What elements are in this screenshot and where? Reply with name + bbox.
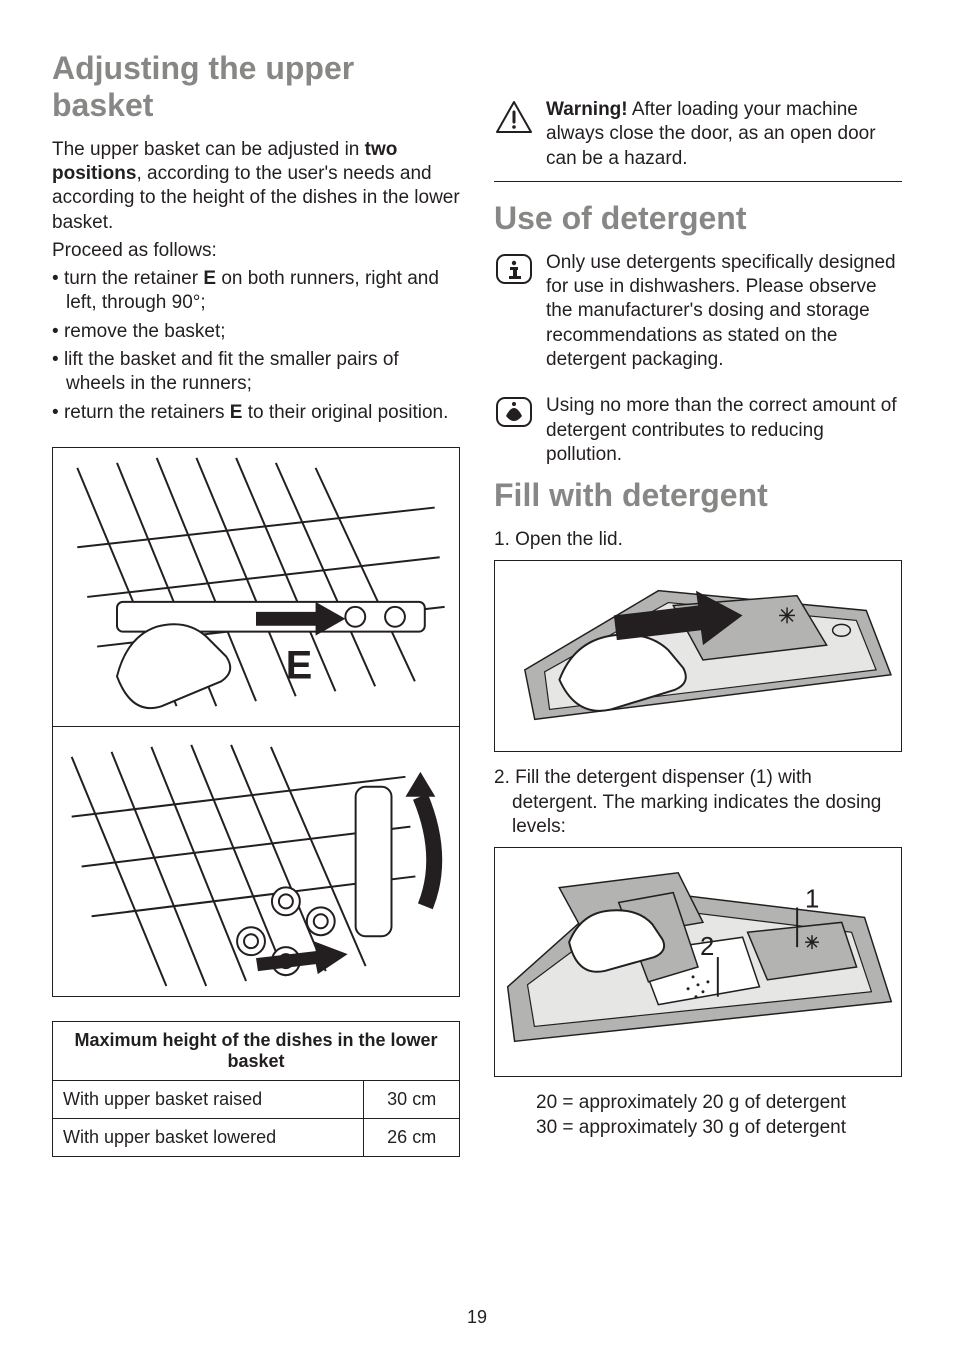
warning-note: Warning! After loading your machine alwa…: [494, 98, 902, 171]
dose-line-20: 20 = approximately 20 g of detergent: [536, 1091, 902, 1116]
dish-height-table: Maximum height of the dishes in the lowe…: [52, 1021, 460, 1157]
table-row: With upper basket raised 30 cm: [53, 1081, 460, 1119]
table-cell-label: With upper basket lowered: [53, 1119, 364, 1157]
table-row: With upper basket lowered 26 cm: [53, 1119, 460, 1157]
table-cell-label: With upper basket raised: [53, 1081, 364, 1119]
table-cell-value: 30 cm: [364, 1081, 460, 1119]
warning-text: Warning! After loading your machine alwa…: [546, 98, 902, 171]
step-item: 1. Open the lid.: [494, 528, 902, 752]
bullet-item: lift the basket and fit the smaller pair…: [52, 348, 460, 397]
heading-fill-detergent: Fill with detergent: [494, 477, 902, 514]
divider: [494, 181, 902, 182]
left-column: Adjusting the upper basket The upper bas…: [52, 50, 460, 1157]
figure-open-lid: [494, 560, 902, 752]
figure-label-e: E: [286, 643, 312, 687]
figure-fill-dispenser: 1 2: [494, 847, 902, 1077]
eco-note: Using no more than the correct amount of…: [494, 394, 902, 467]
basket-figures: E: [52, 447, 460, 997]
info-text: Only use detergents specifically designe…: [546, 251, 902, 373]
step-text: 2. Fill the detergent dispenser (1) with…: [494, 766, 902, 839]
table-cell-value: 26 cm: [364, 1119, 460, 1157]
fill-steps: 1. Open the lid.: [494, 528, 902, 1141]
heading-use-detergent: Use of detergent: [494, 200, 902, 237]
dosing-info: 20 = approximately 20 g of detergent 30 …: [494, 1091, 902, 1140]
basket-retainer-illustration: E: [53, 448, 459, 726]
bullet-item: return the retainers E to their original…: [52, 401, 460, 425]
intro-paragraph: The upper basket can be adjusted in two …: [52, 138, 460, 235]
right-column: Warning! After loading your machine alwa…: [494, 50, 902, 1157]
open-lid-illustration: [495, 561, 901, 751]
arrow-right-icon: [256, 941, 348, 974]
eco-text: Using no more than the correct amount of…: [546, 394, 902, 467]
dispenser-label-2: 2: [700, 933, 714, 961]
table-header: Maximum height of the dishes in the lowe…: [53, 1022, 460, 1081]
warning-icon: [494, 98, 534, 138]
step-text: 1. Open the lid.: [494, 529, 623, 550]
proceed-text: Proceed as follows:: [52, 239, 460, 263]
page-number: 19: [0, 1307, 954, 1328]
arrow-up-icon: [420, 797, 434, 907]
basket-lift-illustration: [53, 727, 459, 996]
fill-dispenser-illustration: 1 2: [495, 848, 901, 1076]
info-note: Only use detergents specifically designe…: [494, 251, 902, 373]
dispenser-label-1: 1: [805, 886, 819, 914]
step-item: 2. Fill the detergent dispenser (1) with…: [494, 766, 902, 1140]
eco-icon: [494, 394, 534, 434]
bullet-item: remove the basket;: [52, 320, 460, 344]
bullet-item: turn the retainer E on both runners, rig…: [52, 267, 460, 316]
info-icon: [494, 251, 534, 291]
instruction-bullets: turn the retainer E on both runners, rig…: [52, 267, 460, 425]
intro-text-a: The upper basket can be adjusted in: [52, 139, 365, 160]
heading-adjusting-basket: Adjusting the upper basket: [52, 50, 460, 124]
dose-line-30: 30 = approximately 30 g of detergent: [536, 1116, 902, 1141]
figure-basket-retainer: E: [52, 447, 460, 727]
figure-basket-lift: [52, 727, 460, 997]
